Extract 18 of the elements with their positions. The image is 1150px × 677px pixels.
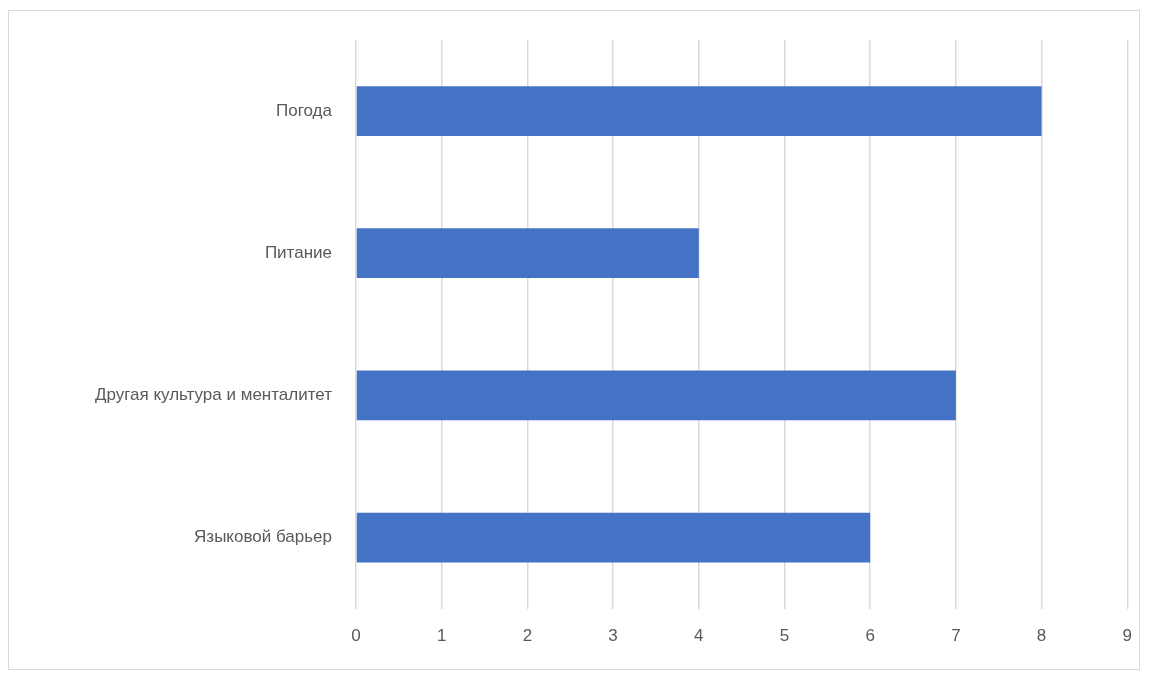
y-tick-label: Другая культура и менталитет <box>94 385 333 405</box>
x-tick-label: 7 <box>951 626 961 646</box>
bar <box>356 228 699 279</box>
bar <box>356 512 871 563</box>
x-tick-label: 5 <box>779 626 790 646</box>
y-tick-label: Языковой барьер <box>194 527 332 547</box>
bar <box>356 370 956 421</box>
x-tick-label: 0 <box>351 626 361 646</box>
x-tick-label: 1 <box>436 626 447 646</box>
x-tick-label: 9 <box>1122 626 1133 646</box>
bar <box>356 86 1042 136</box>
x-tick-label: 6 <box>865 626 875 646</box>
x-tick-label: 4 <box>694 626 704 646</box>
y-tick-label: Питание <box>264 242 332 262</box>
x-tick-label: 2 <box>522 626 533 646</box>
y-tick-label: Погода <box>276 100 333 120</box>
x-tick-label: 8 <box>1036 626 1047 646</box>
x-tick-label: 3 <box>608 626 618 646</box>
